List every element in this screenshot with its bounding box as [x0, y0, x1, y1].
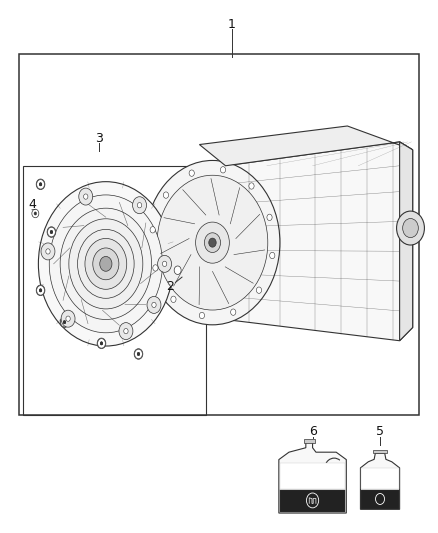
Text: 6: 6	[309, 425, 317, 439]
Circle shape	[39, 289, 42, 292]
Ellipse shape	[100, 256, 112, 271]
Circle shape	[249, 183, 254, 189]
Circle shape	[98, 338, 106, 348]
Circle shape	[231, 309, 236, 316]
Bar	[280, 463, 346, 489]
Ellipse shape	[69, 219, 143, 309]
Circle shape	[137, 352, 140, 356]
Ellipse shape	[93, 248, 119, 280]
Circle shape	[60, 317, 68, 327]
Polygon shape	[226, 142, 413, 341]
Circle shape	[145, 160, 280, 325]
Circle shape	[39, 183, 42, 186]
Circle shape	[157, 175, 268, 310]
Circle shape	[47, 227, 55, 237]
Circle shape	[150, 227, 155, 233]
Circle shape	[137, 352, 140, 356]
Ellipse shape	[78, 229, 134, 298]
Circle shape	[37, 286, 45, 295]
Circle shape	[162, 261, 167, 266]
Circle shape	[60, 317, 69, 327]
Circle shape	[134, 349, 142, 359]
Polygon shape	[399, 142, 413, 341]
Bar	[361, 490, 399, 508]
Bar	[19, 54, 419, 415]
Circle shape	[119, 322, 133, 340]
Circle shape	[34, 212, 37, 215]
Circle shape	[41, 243, 55, 260]
Circle shape	[174, 266, 181, 274]
Circle shape	[79, 188, 93, 205]
Ellipse shape	[60, 208, 152, 319]
Circle shape	[158, 255, 172, 272]
Text: 5: 5	[376, 425, 384, 439]
Circle shape	[147, 296, 161, 313]
Bar	[280, 490, 346, 512]
Circle shape	[396, 211, 424, 245]
Circle shape	[403, 219, 418, 238]
Circle shape	[138, 203, 142, 208]
Circle shape	[63, 320, 66, 324]
Circle shape	[36, 285, 45, 296]
Bar	[361, 468, 399, 489]
Circle shape	[50, 230, 53, 233]
Circle shape	[50, 230, 53, 233]
Bar	[23, 166, 206, 415]
Circle shape	[163, 192, 169, 198]
Circle shape	[39, 183, 42, 186]
Circle shape	[124, 328, 128, 334]
Circle shape	[66, 316, 70, 321]
Circle shape	[36, 179, 45, 190]
Polygon shape	[199, 126, 413, 166]
Circle shape	[100, 342, 103, 345]
Circle shape	[133, 197, 146, 214]
Circle shape	[209, 238, 216, 247]
Text: 3: 3	[95, 132, 103, 144]
Bar	[304, 439, 314, 442]
Circle shape	[205, 233, 221, 253]
Circle shape	[256, 287, 261, 293]
Circle shape	[100, 342, 103, 345]
Circle shape	[196, 222, 230, 263]
Ellipse shape	[85, 238, 127, 289]
Circle shape	[61, 310, 75, 327]
Circle shape	[189, 170, 194, 176]
Circle shape	[84, 194, 88, 199]
Circle shape	[32, 209, 39, 217]
Circle shape	[39, 289, 42, 292]
Text: 1: 1	[228, 18, 236, 31]
Circle shape	[153, 265, 158, 271]
Circle shape	[47, 227, 56, 237]
Ellipse shape	[49, 195, 162, 333]
Ellipse shape	[39, 182, 173, 346]
Circle shape	[199, 312, 205, 319]
Circle shape	[46, 249, 50, 254]
Circle shape	[267, 214, 272, 221]
Circle shape	[270, 252, 275, 259]
Circle shape	[171, 296, 176, 303]
Circle shape	[152, 302, 156, 308]
Text: 2: 2	[166, 280, 174, 293]
Polygon shape	[360, 453, 399, 510]
Circle shape	[97, 338, 106, 349]
Circle shape	[220, 167, 226, 173]
Polygon shape	[279, 442, 346, 513]
Text: 4: 4	[28, 198, 36, 211]
Circle shape	[63, 320, 66, 324]
Bar	[373, 450, 387, 453]
Circle shape	[134, 349, 143, 359]
Circle shape	[37, 180, 45, 189]
